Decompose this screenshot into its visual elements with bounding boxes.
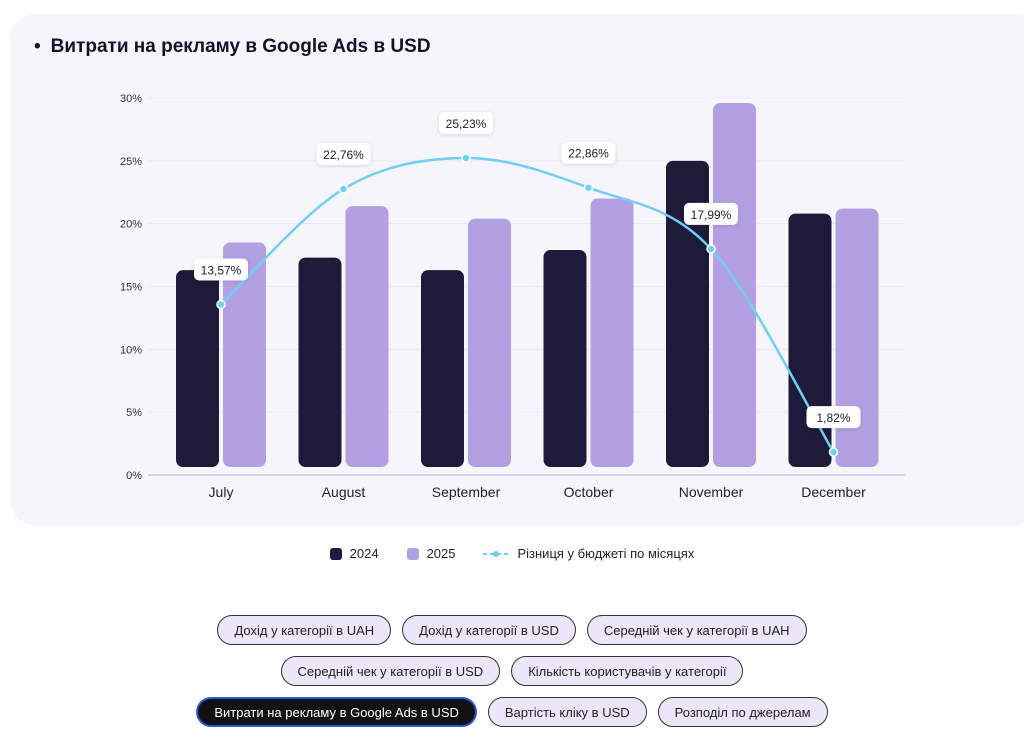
line-legend-icon — [483, 550, 510, 557]
x-tick-label: October — [564, 484, 614, 500]
data-label-box — [561, 141, 616, 164]
bar-2024 — [298, 257, 342, 467]
bar-2024 — [176, 270, 219, 467]
y-tick-label: 25% — [120, 156, 142, 168]
legend-label: Різниця у бюджеті по місяцях — [517, 546, 695, 561]
difference-line — [220, 156, 835, 453]
metric-button[interactable]: Середній чек у категорії в UAH — [586, 615, 807, 645]
x-tick-label: November — [679, 484, 744, 500]
legend-swatch — [406, 547, 419, 560]
line-point — [706, 244, 716, 254]
x-tick-label: September — [432, 484, 501, 500]
chart-plot: 0% 5% 10% 15% 20% 25% 30% July August September Oc… — [120, 93, 905, 500]
button-row: Витрати на рекламу в Google Ads в USD Вар… — [196, 697, 828, 727]
data-label: 1,82% — [816, 411, 850, 425]
line-point — [583, 182, 594, 193]
x-tick-label: December — [801, 484, 866, 500]
legend-item-2025[interactable]: 2025 — [406, 546, 456, 561]
button-row: Середній чек у категорії в USD Кількість … — [280, 656, 744, 686]
legend-item-difference[interactable]: Різниця у бюджеті по місяцях — [483, 546, 694, 561]
legend-item-2024[interactable]: 2024 — [329, 546, 379, 561]
metric-button[interactable]: Витрати на рекламу в Google Ads в USD — [196, 697, 477, 727]
y-tick-label: 15% — [120, 282, 142, 294]
x-tick-label: July — [209, 484, 234, 500]
bar-2024 — [543, 250, 587, 467]
bar-2024 — [788, 213, 832, 467]
legend-label: 2024 — [349, 546, 379, 561]
chart-title-text: Витрати на рекламу в Google Ads в USD — [50, 36, 431, 57]
line-point — [828, 447, 839, 457]
chart-legend: 2024 2025 Різниця у бюджеті по місяцях — [0, 546, 1024, 561]
data-label-box — [806, 406, 861, 429]
bar-2025 — [468, 218, 511, 467]
data-label-box — [684, 202, 738, 225]
bar-2025 — [345, 206, 389, 467]
data-label: 17,99% — [691, 208, 732, 222]
metric-button[interactable]: Вартість кліку в USD — [487, 697, 647, 727]
data-label-box — [316, 142, 371, 165]
data-label-box — [194, 258, 248, 281]
y-tick-label: 0% — [126, 470, 142, 482]
data-label-box — [439, 111, 493, 134]
bar-2025 — [835, 208, 879, 467]
metric-button[interactable]: Кількість користувачів у категорії — [511, 656, 744, 686]
bullet-icon: • — [34, 36, 41, 57]
metric-buttons: Дохід у категорії в UAH Дохід у категорії… — [0, 615, 1024, 727]
x-tick-label: August — [322, 484, 366, 500]
legend-swatch — [329, 547, 342, 560]
y-tick-label: 30% — [120, 93, 142, 105]
line-point — [216, 299, 226, 310]
legend-label: 2025 — [426, 546, 456, 561]
y-tick-label: 10% — [120, 344, 142, 356]
chart-title: • Витрати на рекламу в Google Ads в USD — [34, 36, 431, 58]
line-point — [338, 184, 349, 194]
bar-2025 — [590, 198, 634, 468]
metric-button[interactable]: Дохід у категорії в UAH — [217, 615, 392, 645]
metric-button[interactable]: Середній чек у категорії в USD — [280, 656, 501, 686]
line-point — [461, 153, 471, 163]
bar-2025 — [223, 242, 266, 467]
data-label: 13,57% — [201, 263, 242, 277]
data-label: 25,23% — [446, 117, 487, 131]
bar-2024 — [421, 270, 464, 467]
y-tick-label: 5% — [126, 407, 142, 419]
y-tick-label: 20% — [120, 219, 142, 231]
metric-button[interactable]: Дохід у категорії в USD — [402, 615, 576, 645]
bar-2025 — [713, 103, 756, 467]
metric-button[interactable]: Розподіл по джерелам — [657, 697, 828, 727]
button-row: Дохід у категорії в UAH Дохід у категорії… — [217, 615, 807, 645]
data-label: 22,76% — [323, 148, 364, 162]
data-label: 22,86% — [568, 147, 609, 161]
